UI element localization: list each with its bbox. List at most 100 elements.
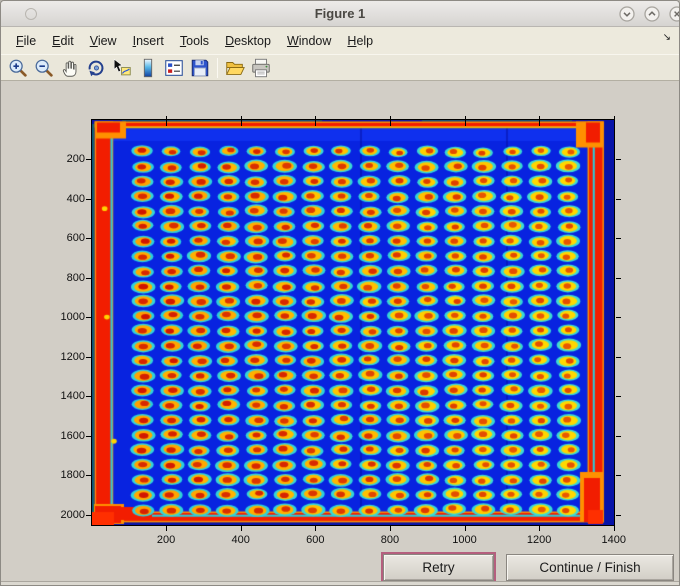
tick-mark [539,526,541,531]
tick-mark [85,435,91,437]
maximize-button[interactable] [644,6,660,22]
chevron-down-icon [619,6,635,22]
tick-mark [613,526,615,531]
rotate-3d-icon [88,60,104,76]
retry-button[interactable]: Retry [381,552,496,583]
continue-finish-button[interactable]: Continue / Finish [506,554,674,581]
printer-icon [252,58,270,77]
menu-insert[interactable]: Insert [132,33,164,48]
x-tick-label: 1200 [526,534,552,546]
data-cursor-icon [113,58,131,75]
tick-mark [464,115,466,126]
figure-canvas: 200 400 600 800 1000 1200 1400 1600 1800 2000 200 4… [1,81,679,585]
x-tick-label: 200 [156,534,176,546]
tick-mark [85,277,91,279]
tick-mark [85,356,91,358]
menu-help[interactable]: Help [347,33,374,48]
tick-mark [240,115,242,126]
menu-items: File Edit View Insert Tools Desktop Window Help [8,30,381,52]
window-menu-button[interactable] [25,8,37,20]
menu-edit[interactable]: Edit [52,33,74,48]
y-tick-label: 200 [66,153,85,165]
chevron-up-icon [644,6,660,22]
print-figure-button[interactable] [248,55,274,80]
y-tick-label: 1400 [60,390,85,403]
y-tick-label: 2000 [60,508,85,521]
minimize-button[interactable] [619,6,635,22]
tick-mark [85,198,91,200]
window-resize-edge[interactable] [1,581,679,585]
x-tick-label: 800 [380,534,400,546]
y-tick-label: 1600 [60,429,85,442]
y-tick-label: 1800 [60,469,85,482]
data-cursor-button[interactable] [109,55,135,80]
tick-mark [615,435,621,437]
tick-mark [315,526,317,531]
tick-mark [615,317,621,319]
x-tick-label: 1400 [601,534,626,546]
tick-mark [615,356,621,358]
tick-mark [389,115,391,126]
figure-toolbar [1,54,679,81]
tick-mark [85,514,91,516]
tick-mark [85,317,91,319]
tick-mark [85,475,91,477]
close-button[interactable] [669,6,679,22]
menu-view[interactable]: View [89,33,117,48]
titlebar: Figure 1 [1,1,679,27]
y-tick-label: 600 [66,232,85,245]
x-tick-label: 400 [231,534,250,546]
y-tick-label: 1200 [60,350,85,363]
tick-mark [85,396,91,398]
menu-window[interactable]: Window [286,33,332,48]
plate-image [92,120,614,525]
pan-hand-icon [62,60,77,77]
tick-mark [615,396,621,398]
tick-mark [615,277,621,279]
zoom-in-button[interactable] [5,55,31,80]
tick-mark [315,115,317,126]
save-figure-button[interactable] [187,55,213,80]
tick-mark [85,238,91,240]
tick-mark [615,238,621,240]
pan-button[interactable] [57,55,83,80]
y-tick-label: 1000 [60,311,85,324]
x-tick-label: 600 [306,534,325,546]
menu-tools[interactable]: Tools [179,33,210,48]
tick-mark [85,159,91,160]
y-tick-label: 400 [66,192,85,205]
y-tick-label: 800 [66,271,85,284]
save-floppy-icon [191,59,209,76]
legend-icon [165,59,183,76]
tick-mark [615,198,621,200]
menu-file[interactable]: File [16,33,37,48]
tick-mark [615,475,621,477]
insert-legend-button[interactable] [161,55,187,80]
open-file-button[interactable] [222,55,248,80]
tick-mark [613,115,615,126]
menubar: File Edit View Insert Tools Desktop Window Help… [1,27,679,54]
insert-colorbar-button[interactable] [135,55,161,80]
tick-mark [166,115,168,126]
tick-mark [464,526,466,531]
x-tick-label: 1000 [452,534,477,546]
open-folder-icon [226,61,245,75]
zoom-in-icon [9,59,27,77]
zoom-out-icon [35,59,53,77]
tick-mark [615,159,621,160]
tick-mark [615,514,621,516]
toolbar-separator [217,57,218,78]
menu-desktop[interactable]: Desktop [225,33,271,48]
tick-mark [240,526,242,531]
tick-mark [389,526,391,531]
tick-mark [166,526,168,531]
menubar-overflow-arrow[interactable]: ↘ [662,32,671,43]
colorbar-icon [143,58,153,77]
plot-axes [91,119,615,526]
window-title: Figure 1 [314,6,366,21]
close-icon [669,6,679,22]
zoom-out-button[interactable] [31,55,57,80]
tick-mark [539,115,541,126]
rotate-3d-button[interactable] [83,55,109,80]
